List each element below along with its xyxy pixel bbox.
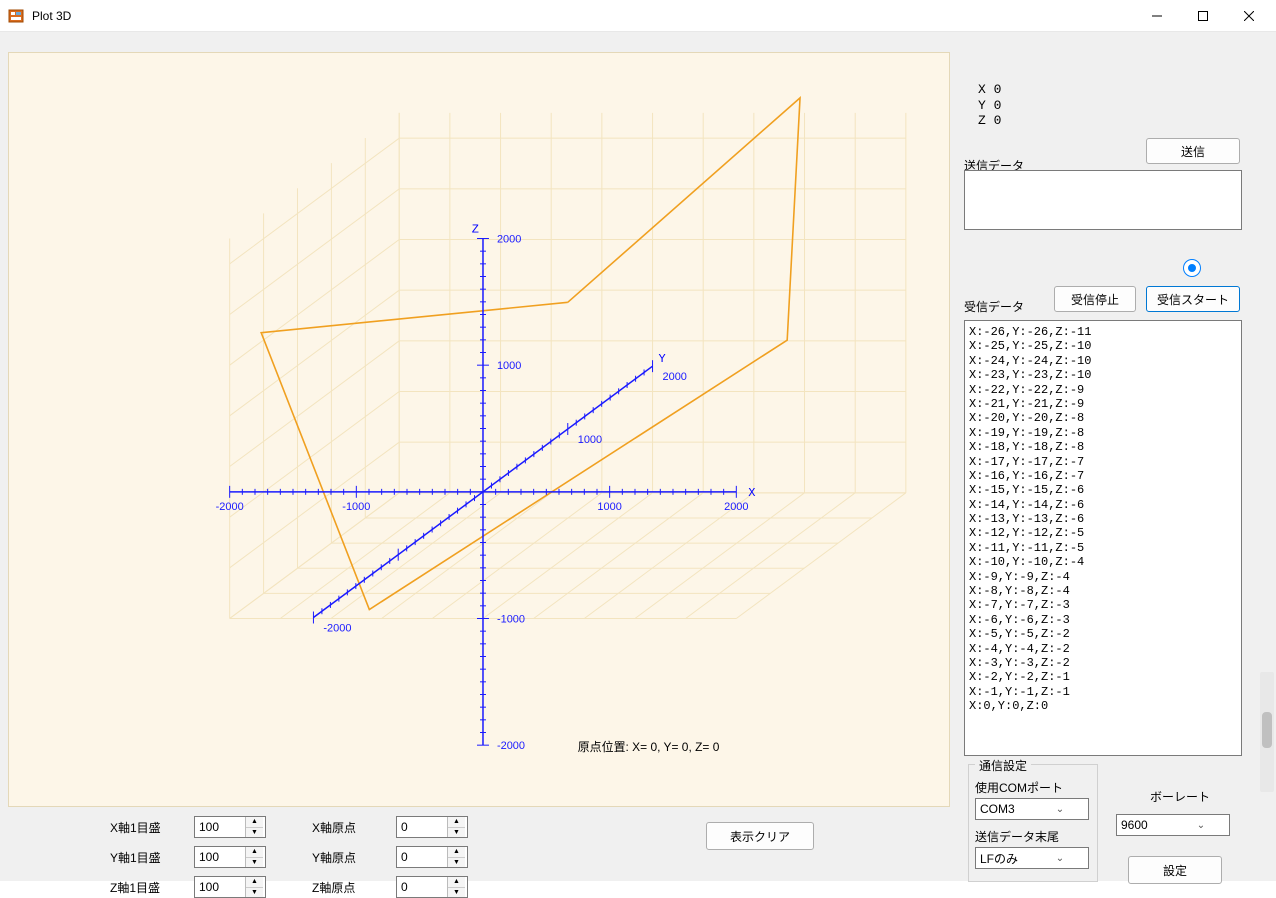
receive-indicator-icon	[1184, 260, 1200, 276]
close-button[interactable]	[1226, 1, 1272, 31]
spin-down-icon[interactable]: ▼	[448, 888, 465, 898]
spin-down-icon[interactable]: ▼	[448, 858, 465, 868]
spin-up-icon[interactable]: ▲	[246, 847, 263, 858]
x-origin-label: X軸原点	[312, 819, 392, 836]
svg-text:-2000: -2000	[323, 622, 351, 634]
app-icon	[8, 8, 24, 24]
svg-text:1000: 1000	[497, 360, 521, 372]
terminator-combobox[interactable]: LFのみ ⌄	[975, 847, 1089, 869]
svg-text:Y: Y	[659, 352, 666, 366]
svg-text:Z: Z	[472, 223, 479, 237]
window-scrollbar[interactable]	[1260, 672, 1274, 792]
spin-up-icon[interactable]: ▲	[448, 817, 465, 828]
z-scale-input[interactable]: ▲▼	[194, 876, 266, 898]
svg-text:-2000: -2000	[216, 501, 244, 513]
comm-settings-group: 通信設定 使用COMポート COM3 ⌄ 送信データ末尾 LFのみ ⌄	[968, 764, 1098, 882]
svg-text:-1000: -1000	[497, 613, 525, 625]
svg-text:1000: 1000	[597, 501, 621, 513]
chevron-down-icon: ⌄	[1173, 820, 1229, 831]
baud-rate-label: ボーレート	[1150, 788, 1210, 805]
send-data-textbox[interactable]	[964, 170, 1242, 230]
x-scale-input[interactable]: ▲▼	[194, 816, 266, 838]
terminator-label: 送信データ末尾	[975, 828, 1091, 845]
svg-text:1000: 1000	[578, 434, 602, 446]
title-bar: Plot 3D	[0, 0, 1276, 32]
svg-text:原点位置: X= 0, Y= 0, Z= 0: 原点位置: X= 0, Y= 0, Z= 0	[578, 739, 720, 754]
send-button[interactable]: 送信	[1146, 138, 1240, 164]
y-scale-label: Y軸1目盛	[110, 849, 190, 866]
receive-data-listbox[interactable]: X:-26,Y:-26,Z:-11 X:-25,Y:-25,Z:-10 X:-2…	[964, 320, 1242, 756]
settings-button[interactable]: 設定	[1128, 856, 1222, 884]
svg-text:2000: 2000	[497, 233, 521, 245]
spin-down-icon[interactable]: ▼	[246, 888, 263, 898]
chevron-down-icon: ⌄	[1032, 853, 1088, 864]
svg-text:2000: 2000	[724, 501, 748, 513]
x-scale-label: X軸1目盛	[110, 819, 190, 836]
receive-stop-button[interactable]: 受信停止	[1054, 286, 1136, 312]
spin-up-icon[interactable]: ▲	[246, 877, 263, 888]
com-port-label: 使用COMポート	[975, 779, 1091, 796]
plot-3d-canvas: -2000 -1000 1000 2000 1000 2000 -2000 -2000 -100…	[8, 52, 950, 807]
y-scale-input[interactable]: ▲▼	[194, 846, 266, 868]
spin-down-icon[interactable]: ▼	[246, 858, 263, 868]
svg-text:X: X	[748, 486, 755, 500]
z-scale-label: Z軸1目盛	[110, 879, 190, 896]
spin-up-icon[interactable]: ▲	[246, 817, 263, 828]
spin-up-icon[interactable]: ▲	[448, 847, 465, 858]
z-origin-label: Z軸原点	[312, 879, 392, 896]
minimize-button[interactable]	[1134, 1, 1180, 31]
comm-settings-label: 通信設定	[975, 757, 1031, 774]
spin-down-icon[interactable]: ▼	[448, 828, 465, 838]
axis-controls: X軸1目盛 ▲▼ X軸原点 ▲▼ Y軸1目盛 ▲▼ Y軸原点 ▲▼ Z軸1目盛 …	[110, 816, 476, 898]
y-origin-input[interactable]: ▲▼	[396, 846, 468, 868]
client-area: -2000 -1000 1000 2000 1000 2000 -2000 -2000 -100…	[0, 32, 1276, 881]
svg-text:-1000: -1000	[342, 501, 370, 513]
com-port-combobox[interactable]: COM3 ⌄	[975, 798, 1089, 820]
spin-down-icon[interactable]: ▼	[246, 828, 263, 838]
maximize-button[interactable]	[1180, 1, 1226, 31]
chevron-down-icon: ⌄	[1032, 804, 1088, 815]
baud-rate-combobox[interactable]: 9600 ⌄	[1116, 814, 1230, 836]
receive-data-label: 受信データ	[964, 298, 1024, 315]
spin-up-icon[interactable]: ▲	[448, 877, 465, 888]
x-origin-input[interactable]: ▲▼	[396, 816, 468, 838]
z-origin-input[interactable]: ▲▼	[396, 876, 468, 898]
coordinate-readout: X 0 Y 0 Z 0	[978, 82, 1001, 129]
svg-text:-2000: -2000	[497, 740, 525, 752]
receive-start-button[interactable]: 受信スタート	[1146, 286, 1240, 312]
clear-display-button[interactable]: 表示クリア	[706, 822, 814, 850]
window-title: Plot 3D	[32, 9, 71, 23]
svg-text:2000: 2000	[663, 371, 687, 383]
y-origin-label: Y軸原点	[312, 849, 392, 866]
